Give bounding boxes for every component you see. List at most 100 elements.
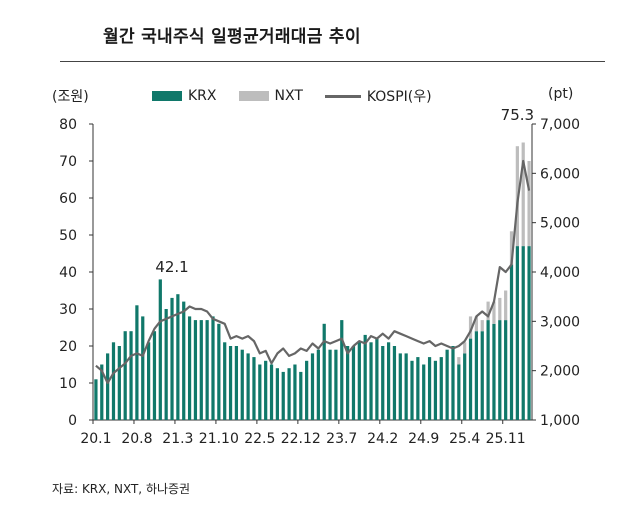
krx-bar (451, 346, 455, 420)
legend-swatch-nxt (238, 91, 269, 101)
krx-bar (187, 316, 192, 420)
krx-bar (427, 357, 432, 420)
krx-bar (170, 297, 174, 420)
krx-bar (328, 349, 332, 420)
krx-bar (281, 371, 285, 420)
krx-bar (486, 320, 490, 420)
nxt-bar (509, 231, 514, 265)
chart-labels: 42.1 75.3 (155, 106, 534, 276)
krx-bar (416, 357, 420, 420)
krx-bar (369, 342, 373, 420)
left-tick-label: 60 (59, 191, 77, 207)
peak-annotation: 75.3 (501, 106, 534, 124)
nxt-bar (486, 301, 490, 321)
krx-bar (375, 338, 379, 420)
legend-item-krx: KRX (152, 88, 217, 104)
source-note: 자료: KRX, NXT, 하나증권 (52, 482, 191, 496)
legend-item-kospi: KOSPI(우) (324, 86, 432, 106)
krx-bar (492, 323, 496, 420)
krx-bar (457, 364, 461, 420)
krx-bar (135, 305, 139, 420)
left-tick-label: 50 (59, 228, 77, 244)
x-tick-label: 22.12 (281, 431, 321, 447)
left-tick-label: 30 (59, 302, 77, 318)
nxt-bar (504, 290, 508, 321)
right-tick-label: 6,000 (540, 166, 580, 182)
krx-bar (398, 353, 402, 420)
krx-bar (310, 353, 315, 420)
x-tick-label: 23.7 (326, 431, 357, 447)
krx-bar (117, 346, 121, 420)
krx-bar (305, 360, 309, 420)
legend-swatch-kospi (324, 94, 361, 98)
krx-bar (158, 279, 162, 420)
krx-bar (217, 323, 221, 420)
krx-bar (504, 320, 508, 420)
legend-label-kospi: KOSPI(우) (366, 89, 432, 105)
krx-bar (287, 368, 291, 420)
left-tick-label: 0 (68, 413, 77, 429)
krx-bar (334, 349, 338, 420)
right-tick-label: 5,000 (540, 216, 580, 232)
legend-item-nxt: NXT (238, 88, 303, 104)
krx-bar (346, 346, 350, 420)
x-tick-label: 20.1 (80, 431, 111, 447)
krx-bar (275, 368, 279, 420)
krx-bar (176, 294, 180, 420)
nxt-bar (521, 142, 525, 247)
peak-annotation: 42.1 (155, 258, 188, 276)
krx-bar (228, 346, 233, 420)
chart-bars (94, 142, 531, 420)
legend-label-krx: KRX (188, 88, 217, 104)
krx-bar (111, 342, 116, 420)
krx-bar (474, 331, 479, 420)
kospi-line (95, 159, 531, 385)
left-tick-label: 40 (59, 265, 77, 281)
krx-bar (123, 331, 127, 420)
left-tick-label: 70 (59, 154, 77, 170)
right-tick-label: 3,000 (540, 314, 580, 330)
krx-bar (357, 342, 361, 420)
krx-bar (152, 331, 157, 420)
x-tick-label: 24.2 (367, 431, 398, 447)
x-tick-label: 21.3 (162, 431, 193, 447)
krx-bar (164, 309, 168, 420)
krx-bar (521, 246, 525, 420)
krx-bar (223, 342, 227, 420)
krx-bar (433, 360, 438, 420)
krx-bar (363, 334, 367, 420)
krx-bar (100, 364, 104, 420)
nxt-bar (457, 357, 461, 365)
nxt-bar (498, 297, 502, 321)
title-underline (60, 61, 605, 62)
krx-bar (205, 320, 209, 420)
nxt-bar (527, 161, 531, 247)
right-tick-label: 7,000 (540, 117, 580, 133)
legend: KRX NXT KOSPI(우) (152, 86, 454, 106)
krx-bar (258, 364, 262, 420)
krx-bar (445, 349, 449, 420)
nxt-bar (474, 316, 479, 332)
krx-bar (94, 379, 98, 420)
krx-bar (252, 357, 256, 420)
nxt-bar (468, 316, 473, 339)
nxt-bar (492, 301, 496, 324)
krx-bar (129, 331, 133, 420)
chart-kospi-line (95, 159, 531, 385)
krx-bar (439, 357, 443, 420)
left-tick-label: 80 (59, 117, 77, 133)
left-tick-label: 20 (59, 339, 77, 355)
krx-bar (141, 316, 145, 420)
right-tick-label: 1,000 (540, 413, 580, 429)
krx-bar (182, 301, 186, 420)
krx-bar (468, 338, 473, 420)
krx-bar (404, 353, 408, 420)
krx-bar (527, 246, 531, 420)
nxt-bar (480, 320, 484, 332)
krx-bar (480, 331, 484, 420)
krx-bar (293, 364, 297, 420)
krx-bar (509, 264, 514, 420)
right-tick-label: 2,000 (540, 364, 580, 380)
nxt-bar (463, 342, 467, 354)
